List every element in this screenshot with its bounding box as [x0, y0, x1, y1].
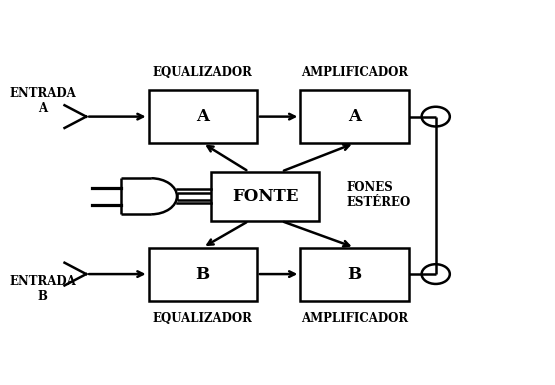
Bar [300, 90, 408, 143]
Text: EQUALIZADOR: EQUALIZADOR [153, 312, 253, 325]
Text: AMPLIFICADOR: AMPLIFICADOR [301, 312, 408, 325]
Text: FONES
ESTÉREO: FONES ESTÉREO [346, 181, 411, 209]
Bar [149, 90, 257, 143]
Bar [300, 248, 408, 301]
Text: A: A [196, 108, 209, 125]
Text: ENTRADA
A: ENTRADA A [9, 87, 76, 115]
Bar [211, 172, 319, 221]
Text: B: B [196, 266, 210, 283]
Text: FONTE: FONTE [232, 188, 298, 205]
Text: ENTRADA
B: ENTRADA B [9, 275, 76, 303]
Text: EQUALIZADOR: EQUALIZADOR [153, 66, 253, 79]
Bar [149, 248, 257, 301]
Text: AMPLIFICADOR: AMPLIFICADOR [301, 66, 408, 79]
Text: B: B [347, 266, 361, 283]
Text: A: A [348, 108, 361, 125]
